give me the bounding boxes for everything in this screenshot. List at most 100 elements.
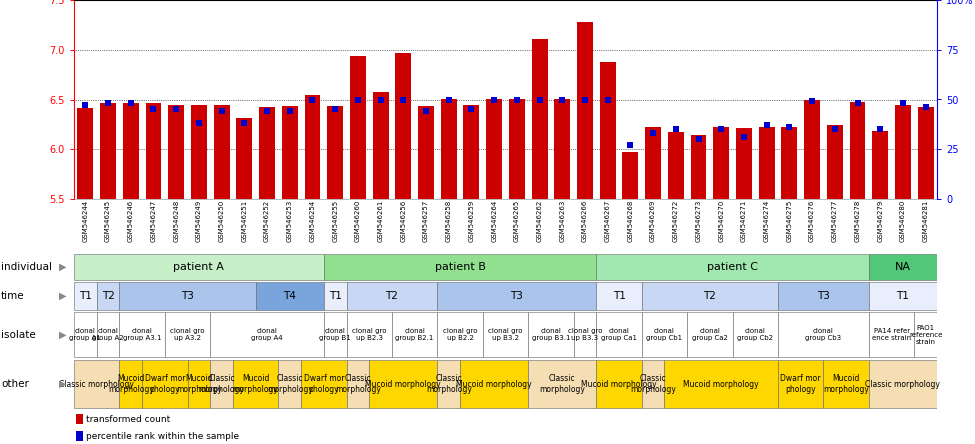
Bar [487, 99, 502, 199]
Bar [441, 99, 456, 199]
Bar [804, 100, 820, 199]
Text: Mucoid
morphology: Mucoid morphology [823, 374, 869, 394]
Bar [642, 313, 687, 357]
Text: GSM546275: GSM546275 [787, 199, 793, 242]
Text: GSM546277: GSM546277 [832, 199, 838, 242]
Point [418, 108, 434, 115]
Bar [577, 22, 593, 199]
Point [100, 100, 116, 107]
Bar [324, 313, 346, 357]
Point [804, 98, 820, 105]
Text: GSM546276: GSM546276 [809, 199, 815, 242]
Bar [236, 119, 253, 199]
Text: GSM546249: GSM546249 [196, 199, 202, 242]
Text: GSM546281: GSM546281 [922, 199, 928, 242]
Bar [555, 99, 570, 199]
Point [509, 96, 525, 103]
Point [372, 96, 388, 103]
Bar [438, 282, 597, 310]
Text: clonal
group Cb2: clonal group Cb2 [737, 328, 773, 341]
Text: T1: T1 [896, 291, 910, 301]
Bar [895, 106, 911, 199]
Bar [690, 135, 707, 199]
Text: clonal gro
up B2.3: clonal gro up B2.3 [352, 328, 386, 341]
Bar [233, 360, 279, 408]
Text: ▶: ▶ [58, 262, 66, 272]
Text: GSM546269: GSM546269 [650, 199, 656, 242]
Text: GSM546278: GSM546278 [854, 199, 861, 242]
Bar [915, 313, 937, 357]
Text: Classic
morphology: Classic morphology [199, 374, 245, 394]
Bar [279, 360, 301, 408]
Text: Classic
morphology: Classic morphology [630, 374, 676, 394]
Bar [123, 103, 138, 199]
Bar [714, 127, 729, 199]
Text: clonal
group Cb3: clonal group Cb3 [805, 328, 841, 341]
Bar [119, 282, 255, 310]
Point [668, 126, 683, 133]
Point [531, 96, 547, 103]
Point [237, 120, 253, 127]
Point [895, 100, 911, 107]
Bar [370, 360, 438, 408]
Point [782, 124, 798, 131]
Bar [119, 313, 165, 357]
Point [145, 106, 161, 113]
Text: clonal
group Ca2: clonal group Ca2 [692, 328, 727, 341]
Text: GSM546248: GSM546248 [174, 199, 179, 242]
Bar [74, 360, 119, 408]
Bar [350, 56, 366, 199]
Text: patient B: patient B [435, 262, 486, 272]
Bar [100, 103, 116, 199]
Bar [873, 131, 888, 199]
Bar [827, 125, 842, 199]
Text: T3: T3 [817, 291, 830, 301]
Text: clonal gro
up B3.3: clonal gro up B3.3 [567, 328, 603, 341]
Bar [214, 106, 229, 199]
Text: NA: NA [895, 262, 911, 272]
Bar [165, 313, 211, 357]
Text: Classic
morphology: Classic morphology [539, 374, 585, 394]
Bar [778, 360, 824, 408]
Bar [211, 313, 324, 357]
Bar [392, 313, 438, 357]
Text: T1: T1 [329, 291, 341, 301]
Bar [142, 360, 187, 408]
Bar [169, 106, 184, 199]
Point [282, 108, 297, 115]
Bar [528, 313, 573, 357]
Point [714, 126, 729, 133]
Point [873, 126, 888, 133]
Bar [187, 360, 211, 408]
Bar [531, 39, 548, 199]
Text: GSM546270: GSM546270 [719, 199, 724, 242]
Text: transformed count: transformed count [87, 415, 171, 424]
Point [441, 96, 456, 103]
Point [555, 96, 570, 103]
Text: GSM546257: GSM546257 [423, 199, 429, 242]
Text: GSM546244: GSM546244 [82, 199, 89, 242]
Bar [528, 360, 597, 408]
Text: GSM546273: GSM546273 [695, 199, 702, 242]
Bar [781, 127, 798, 199]
Text: Dwarf mor
phology: Dwarf mor phology [144, 374, 185, 394]
Text: other: other [1, 379, 29, 389]
Text: GSM546251: GSM546251 [242, 199, 248, 242]
Bar [917, 107, 934, 199]
Bar [282, 107, 297, 199]
Text: clonal
group A4: clonal group A4 [252, 328, 283, 341]
Point [487, 96, 502, 103]
Point [350, 96, 366, 103]
Bar [622, 152, 639, 199]
Bar [460, 360, 528, 408]
Text: Classic morphology: Classic morphology [866, 380, 940, 388]
Text: GSM546271: GSM546271 [741, 199, 747, 242]
Point [645, 130, 661, 137]
Text: GSM546255: GSM546255 [332, 199, 338, 242]
Bar [301, 360, 346, 408]
Bar [346, 360, 370, 408]
Bar [74, 313, 97, 357]
Bar [869, 313, 915, 357]
Bar [463, 106, 480, 199]
Bar [324, 254, 597, 280]
